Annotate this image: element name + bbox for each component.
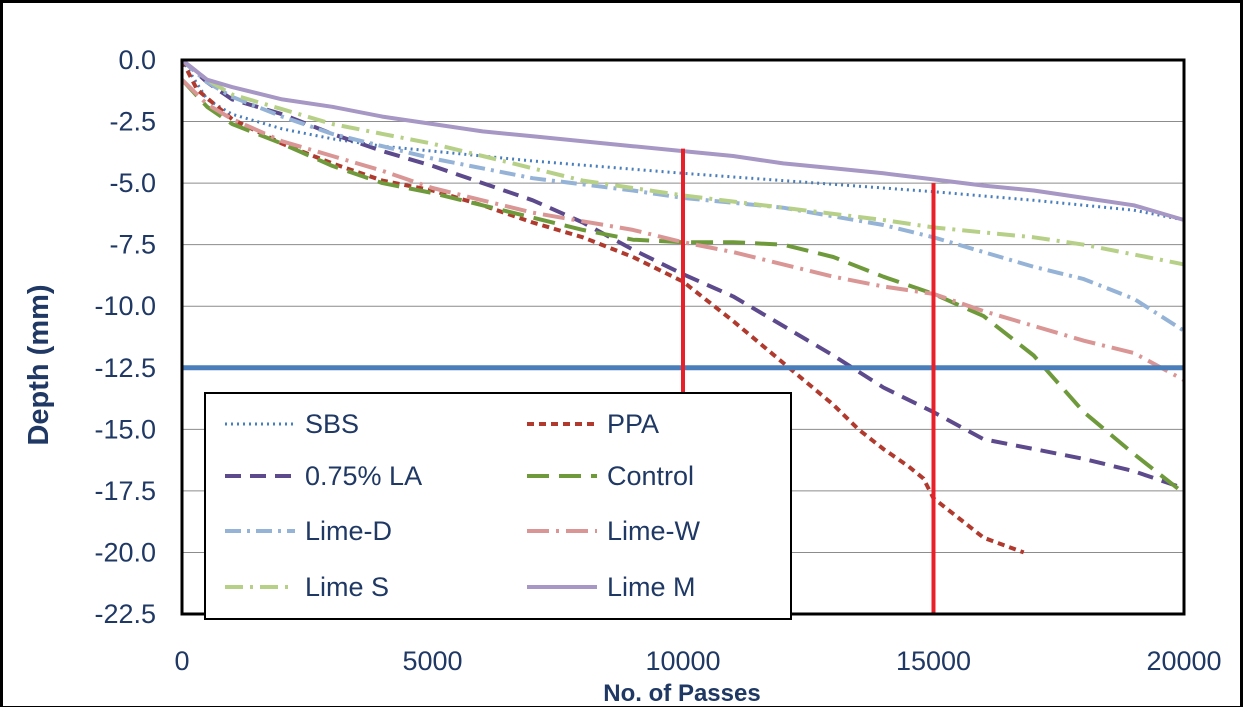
legend-label-0-75-la: 0.75% LA [305, 461, 422, 491]
x-tick-label: 20000 [1146, 646, 1221, 676]
x-axis-title: No. of Passes [603, 680, 760, 707]
legend-label-control: Control [607, 461, 694, 491]
y-tick-label: -22.5 [94, 599, 156, 629]
y-tick-label: -7.5 [109, 230, 156, 260]
series-layer [180, 58, 1186, 555]
x-tick-label: 0 [174, 646, 189, 676]
legend-label-lime-s: Lime S [305, 572, 389, 602]
x-tick-label: 5000 [402, 646, 462, 676]
series-line-lime-s [180, 58, 1185, 267]
y-tick-label: -20.0 [94, 537, 156, 567]
y-tick-label: 0.0 [118, 45, 156, 75]
x-tick-label: 10000 [645, 646, 720, 676]
series-line-lime-d [180, 58, 1186, 333]
y-tick-label: -17.5 [94, 476, 156, 506]
series-line-control [180, 78, 1186, 495]
y-tick-label: -12.5 [94, 353, 156, 383]
tick-labels: 0.0 -2.5 -5.0 -7.5 -10.0 -12.5 -15.0 -17.5 -20.0… [94, 45, 1221, 676]
legend-label-lime-d: Lime-D [305, 516, 392, 546]
reference-lines [182, 148, 1184, 614]
legend: SBS PPA 0.75% LA Control Lime-D Lime-W Lime S L… [204, 392, 792, 620]
legend-label-ppa: PPA [607, 409, 659, 439]
legend-label-lime-w: Lime-W [607, 516, 701, 546]
y-tick-label: -15.0 [94, 414, 156, 444]
legend-label-lime-m: Lime M [607, 572, 696, 602]
y-tick-label: -10.0 [94, 291, 156, 321]
x-tick-label: 15000 [896, 646, 971, 676]
legend-label-sbs: SBS [305, 409, 359, 439]
series-line-ppa [180, 59, 1025, 555]
y-tick-label: -5.0 [109, 168, 156, 198]
series-line-lime-m [180, 58, 1185, 222]
legend-box [204, 392, 792, 620]
y-tick-label: -2.5 [109, 107, 156, 137]
series-line-lime-w [180, 78, 1185, 382]
y-axis-title: Depth (mm) [23, 284, 55, 445]
